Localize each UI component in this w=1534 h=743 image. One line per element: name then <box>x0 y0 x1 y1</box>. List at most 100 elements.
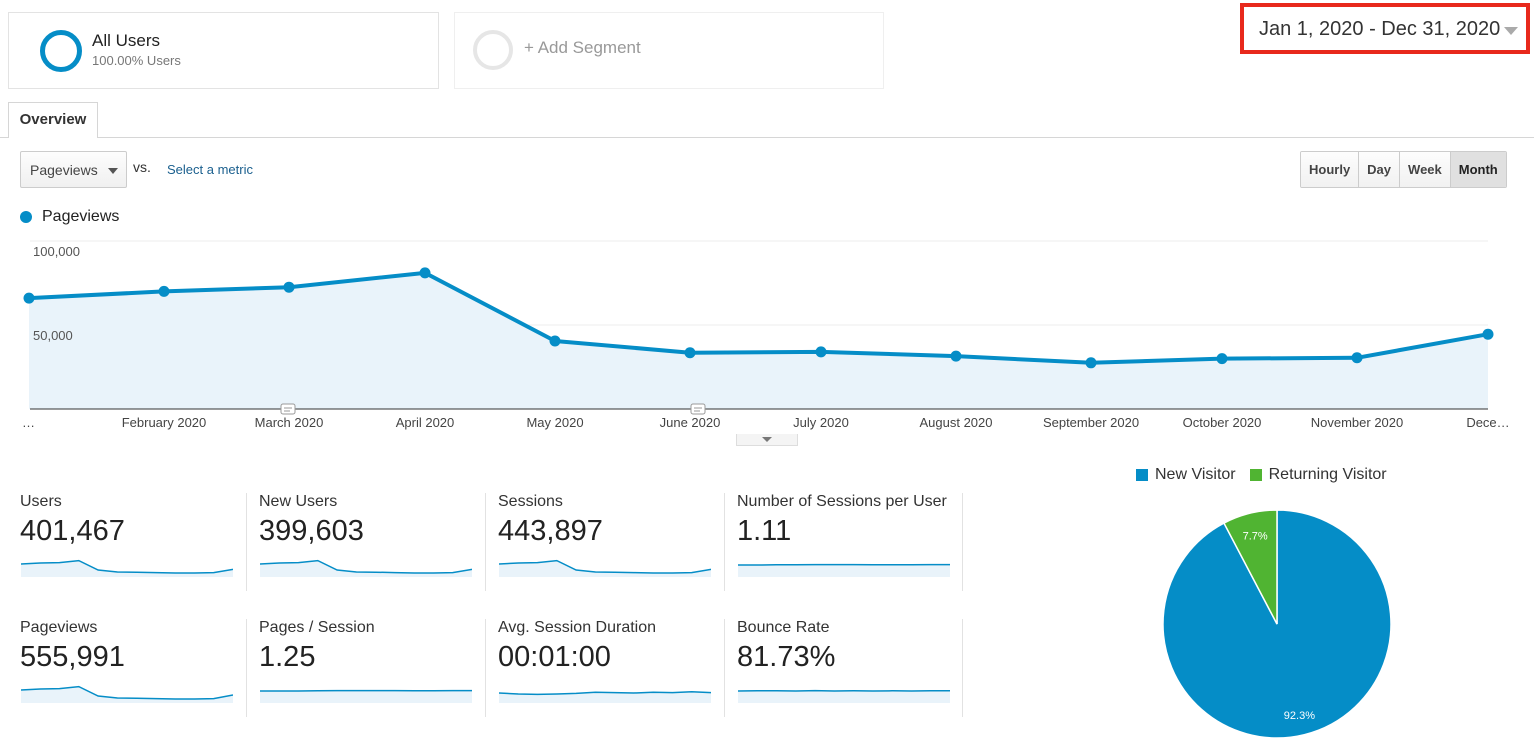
segment-title: All Users <box>92 31 161 50</box>
data-point <box>1085 357 1097 369</box>
sparkline-area <box>21 560 233 577</box>
data-point <box>158 285 170 297</box>
metric-label: Sessions <box>498 493 563 510</box>
granularity-hourly-button[interactable]: Hourly <box>1301 152 1360 187</box>
x-tick-label: March 2020 <box>255 415 324 430</box>
metric-label: New Users <box>259 493 338 510</box>
x-tick-label: August 2020 <box>919 415 992 430</box>
metric-sparkline <box>499 559 711 577</box>
metric-tile-new-users[interactable]: New Users 399,603 <box>246 493 485 613</box>
y-tick-label: 50,000 <box>33 328 73 343</box>
metric-label: Pages / Session <box>259 619 375 636</box>
chevron-down-icon <box>1504 27 1518 35</box>
metric-label: Avg. Session Duration <box>498 619 657 636</box>
metric-tile-sessions[interactable]: Sessions 443,897 <box>485 493 724 613</box>
annotation-marker-icon <box>280 403 296 415</box>
metric-select-label: Pageviews <box>30 162 98 178</box>
metric-tile-bounce-rate[interactable]: Bounce Rate 81.73% <box>724 619 963 739</box>
segment-all-users[interactable]: All Users 100.00% Users <box>8 12 439 89</box>
metric-sparkline <box>21 685 233 703</box>
granularity-month-button[interactable]: Month <box>1450 152 1506 187</box>
metric-value: 00:01:00 <box>498 641 611 673</box>
segment-subtitle: 100.00% Users <box>92 53 181 68</box>
metric-tile-avg-session-duration[interactable]: Avg. Session Duration 00:01:00 <box>485 619 724 739</box>
metric-value: 399,603 <box>259 515 364 547</box>
pie-legend: New Visitor Returning Visitor <box>1136 466 1387 484</box>
add-segment-label: + Add Segment <box>524 38 641 57</box>
sparkline-area <box>738 564 950 577</box>
sparkline-line <box>260 559 472 574</box>
metric-sparkline <box>738 563 950 577</box>
tile-divider <box>724 493 725 591</box>
metric-value: 443,897 <box>498 515 603 547</box>
tile-divider <box>246 493 247 591</box>
sparkline-line <box>21 685 233 700</box>
x-tick-label: February 2020 <box>122 415 207 430</box>
sparkline-area <box>21 686 233 703</box>
tile-divider <box>246 619 247 717</box>
metric-sparkline <box>21 559 233 577</box>
sparkline-line <box>499 691 711 696</box>
data-point <box>549 335 561 347</box>
x-tick-label: June 2020 <box>660 415 721 430</box>
metric-value: 401,467 <box>20 515 125 547</box>
tile-divider <box>962 493 963 591</box>
tile-divider <box>962 619 963 717</box>
add-segment-button[interactable]: + Add Segment <box>454 12 884 89</box>
tab-overview[interactable]: Overview <box>8 102 98 138</box>
sparkline-area <box>260 690 472 703</box>
metric-tile-sessions-per-user[interactable]: Number of Sessions per User 1.11 <box>724 493 963 613</box>
chart-legend: Pageviews <box>20 208 119 226</box>
metric-label: Bounce Rate <box>737 619 830 636</box>
data-point <box>1482 328 1494 340</box>
metric-label: Pageviews <box>20 619 98 636</box>
legend-marker <box>20 211 32 223</box>
legend-label-new-visitor: New Visitor <box>1155 466 1236 483</box>
chevron-down-icon <box>108 168 118 174</box>
legend-swatch-returning-visitor <box>1249 469 1262 481</box>
series-line <box>28 270 1489 365</box>
vs-label: vs. <box>133 159 151 175</box>
data-point <box>815 346 827 358</box>
metric-value: 1.11 <box>737 515 792 547</box>
empty-segment-ring-icon <box>473 30 513 70</box>
sparkline-area <box>260 560 472 577</box>
tab-divider <box>0 137 1534 138</box>
metric-sparkline <box>260 559 472 577</box>
metric-value: 81.73% <box>737 641 836 673</box>
legend-swatch-new-visitor <box>1136 469 1148 481</box>
metric-tile-pageviews[interactable]: Pageviews 555,991 <box>7 619 246 739</box>
granularity-toggle: Hourly Day Week Month <box>1300 151 1507 188</box>
data-point <box>23 292 35 304</box>
x-tick-label: … <box>22 415 35 430</box>
tile-divider <box>485 619 486 717</box>
x-tick-label: October 2020 <box>1183 415 1262 430</box>
metric-select[interactable]: Pageviews <box>20 151 127 188</box>
chevron-down-icon <box>762 437 772 442</box>
metric-tile-users[interactable]: Users 401,467 <box>7 493 246 613</box>
data-point <box>419 267 431 279</box>
tile-divider <box>724 619 725 717</box>
data-point <box>1351 352 1363 364</box>
select-metric-link[interactable]: Select a metric <box>167 162 253 177</box>
chart-expand-handle[interactable] <box>736 434 798 446</box>
data-point <box>684 347 696 359</box>
x-tick-label: July 2020 <box>793 415 849 430</box>
series-area <box>29 272 1488 409</box>
pie-slice-returning-visitor <box>1222 509 1278 625</box>
y-tick-label: 100,000 <box>33 244 80 259</box>
metric-value: 555,991 <box>20 641 125 673</box>
x-tick-label: Dece… <box>1466 415 1509 430</box>
sparkline-area <box>499 691 711 703</box>
granularity-week-button[interactable]: Week <box>1400 152 1451 187</box>
sparkline-line <box>21 559 233 574</box>
metric-sparkline <box>260 689 472 703</box>
segment-ring-icon <box>40 30 82 72</box>
sparkline-line <box>499 559 711 574</box>
metric-tile-pages-per-session[interactable]: Pages / Session 1.25 <box>246 619 485 739</box>
sparkline-area <box>499 560 711 577</box>
metric-sparkline <box>499 691 711 703</box>
granularity-day-button[interactable]: Day <box>1359 152 1401 187</box>
visitor-pie-chart: 92.3% 7.7% <box>1162 509 1392 739</box>
date-range-picker[interactable]: Jan 1, 2020 - Dec 31, 2020 <box>1240 3 1530 54</box>
